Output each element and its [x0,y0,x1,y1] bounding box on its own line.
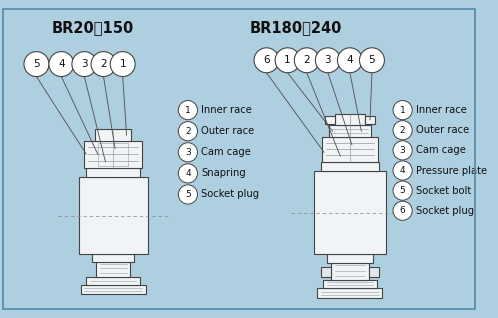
Bar [86,277,140,285]
Text: Socket plug: Socket plug [416,206,474,216]
Circle shape [393,141,412,160]
Bar [325,116,335,123]
Circle shape [393,121,412,140]
Circle shape [393,181,412,200]
Text: 1: 1 [284,55,291,65]
Text: 3: 3 [185,148,191,157]
Text: Inner race: Inner race [416,105,467,115]
Bar [81,285,146,294]
Bar [95,129,131,141]
Text: BR20～150: BR20～150 [52,20,134,35]
Text: 1: 1 [185,106,191,114]
Text: 3: 3 [325,55,331,65]
Circle shape [178,143,198,162]
Bar [314,171,386,254]
Text: Outer race: Outer race [201,126,254,136]
Text: Cam cage: Cam cage [416,145,466,156]
Bar [96,262,130,277]
Circle shape [91,52,116,77]
Text: 3: 3 [81,59,88,69]
Bar [86,168,140,177]
Circle shape [393,161,412,180]
Text: 3: 3 [400,146,405,155]
Circle shape [294,48,319,73]
Text: 4: 4 [400,166,405,175]
Bar [79,177,147,254]
Text: 5: 5 [33,59,40,69]
Circle shape [275,48,300,73]
Text: Outer race: Outer race [416,125,469,135]
Text: 2: 2 [185,127,191,136]
Bar [84,141,142,168]
Text: 4: 4 [185,169,191,178]
Bar [321,267,331,277]
Text: Inner race: Inner race [201,105,252,115]
Circle shape [72,52,97,77]
Text: 5: 5 [185,190,191,199]
Text: Pressure plate: Pressure plate [416,165,487,176]
Bar [329,125,371,137]
Text: 6: 6 [400,206,405,215]
Bar [369,267,378,277]
Bar [327,254,373,263]
Text: Socket bolt: Socket bolt [416,186,471,196]
Circle shape [178,185,198,204]
Circle shape [393,100,412,120]
Text: BR180～240: BR180～240 [250,20,342,35]
Bar [331,263,369,280]
Text: 4: 4 [347,55,353,65]
Text: 6: 6 [263,55,270,65]
Text: 2: 2 [400,126,405,135]
Circle shape [24,52,49,77]
Circle shape [315,48,340,73]
Bar [317,288,382,298]
Text: Socket plug: Socket plug [201,190,259,199]
Circle shape [338,48,363,73]
Text: Snapring: Snapring [201,168,246,178]
Bar [92,254,134,262]
Circle shape [178,100,198,120]
Circle shape [254,48,279,73]
Text: 5: 5 [369,55,375,65]
Circle shape [178,121,198,141]
Bar [323,280,377,288]
Bar [322,137,377,162]
Text: 2: 2 [100,59,107,69]
Text: 4: 4 [58,59,65,69]
Text: 1: 1 [120,59,126,69]
Bar [365,116,375,123]
Circle shape [360,48,384,73]
Text: Cam cage: Cam cage [201,147,251,157]
Text: 1: 1 [400,106,405,114]
Bar [335,114,365,125]
Bar [98,143,128,166]
Bar [321,162,378,171]
Text: 5: 5 [400,186,405,195]
Text: 2: 2 [303,55,310,65]
Circle shape [178,164,198,183]
Circle shape [110,52,135,77]
Circle shape [49,52,74,77]
Circle shape [393,201,412,220]
